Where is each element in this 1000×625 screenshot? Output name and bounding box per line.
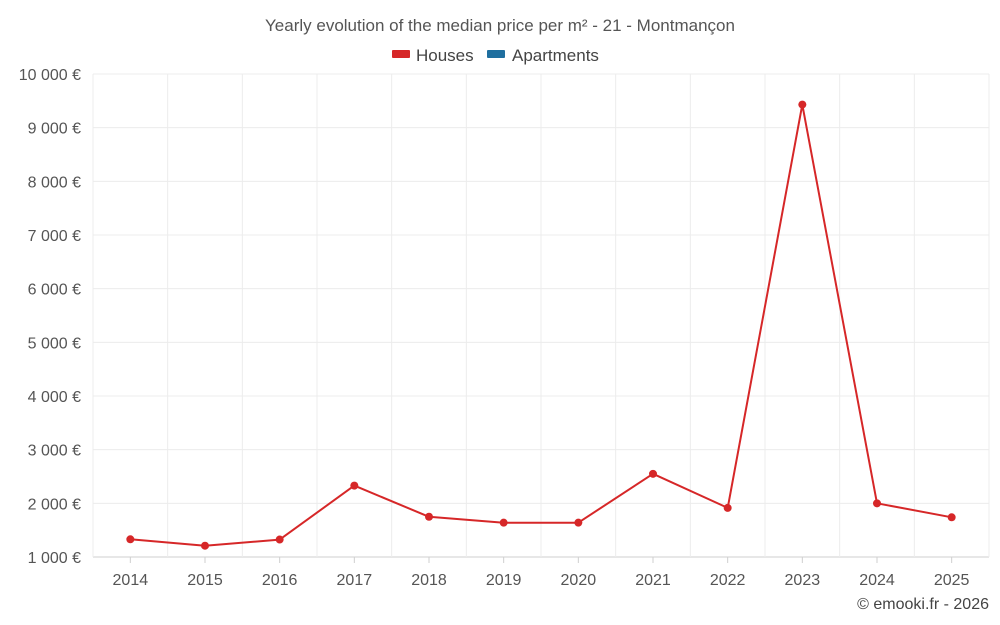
data-point-houses-2025[interactable] xyxy=(947,513,956,522)
credit-text: © emooki.fr - 2026 xyxy=(857,596,989,613)
y-tick-label: 1 000 € xyxy=(28,550,81,567)
x-tick-label: 2019 xyxy=(486,572,522,589)
y-tick-label: 9 000 € xyxy=(28,121,81,138)
x-tick-label: 2023 xyxy=(785,572,821,589)
data-point-houses-2014[interactable] xyxy=(126,535,135,544)
x-tick-label: 2020 xyxy=(561,572,597,589)
data-point-houses-2023[interactable] xyxy=(798,100,807,109)
x-axis: 2014 2015 2016 2017 2018 2019 2020 2021 2022 2023… xyxy=(113,557,970,589)
x-tick-label: 2022 xyxy=(710,572,746,589)
x-tick-label: 2021 xyxy=(635,572,671,589)
data-point-houses-2019[interactable] xyxy=(499,518,508,527)
x-tick-label: 2017 xyxy=(337,572,373,589)
y-tick-label: 10 000 € xyxy=(19,67,81,84)
legend-label-houses: Houses xyxy=(416,46,474,65)
data-point-houses-2022[interactable] xyxy=(723,503,732,512)
y-axis: 1 000 € 2 000 € 3 000 € 4 000 € 5 000 € 6 000… xyxy=(19,67,81,567)
data-point-houses-2020[interactable] xyxy=(574,518,583,527)
x-tick-label: 2025 xyxy=(934,572,970,589)
plot-area xyxy=(126,100,956,550)
legend-swatch-houses xyxy=(392,50,410,58)
y-tick-label: 3 000 € xyxy=(28,443,81,460)
x-tick-label: 2018 xyxy=(411,572,447,589)
x-tick-label: 2014 xyxy=(113,572,149,589)
series-line-houses xyxy=(130,103,952,547)
data-point-houses-2016[interactable] xyxy=(275,535,284,544)
x-tick-label: 2024 xyxy=(859,572,895,589)
data-point-houses-2021[interactable] xyxy=(649,469,657,478)
gridlines xyxy=(92,73,990,558)
legend-item-apartments[interactable]: Apartments xyxy=(487,46,599,65)
data-point-houses-2015[interactable] xyxy=(201,541,209,550)
legend-swatch-apartments xyxy=(487,50,505,58)
chart-title: Yearly evolution of the median price per… xyxy=(265,16,735,35)
y-tick-label: 7 000 € xyxy=(28,228,81,245)
data-point-houses-2017[interactable] xyxy=(350,481,359,490)
legend-label-apartments: Apartments xyxy=(512,46,599,65)
data-point-houses-2018[interactable] xyxy=(425,512,433,521)
y-tick-label: 4 000 € xyxy=(28,389,81,406)
legend: Houses Apartments xyxy=(392,46,599,65)
x-tick-label: 2015 xyxy=(187,572,223,589)
legend-item-houses[interactable]: Houses xyxy=(392,46,474,65)
y-tick-label: 6 000 € xyxy=(28,282,81,299)
x-tick-label: 2016 xyxy=(262,572,298,589)
y-tick-label: 8 000 € xyxy=(28,174,81,191)
y-tick-label: 5 000 € xyxy=(28,335,81,352)
data-point-houses-2024[interactable] xyxy=(873,499,881,508)
y-tick-label: 2 000 € xyxy=(28,496,81,513)
